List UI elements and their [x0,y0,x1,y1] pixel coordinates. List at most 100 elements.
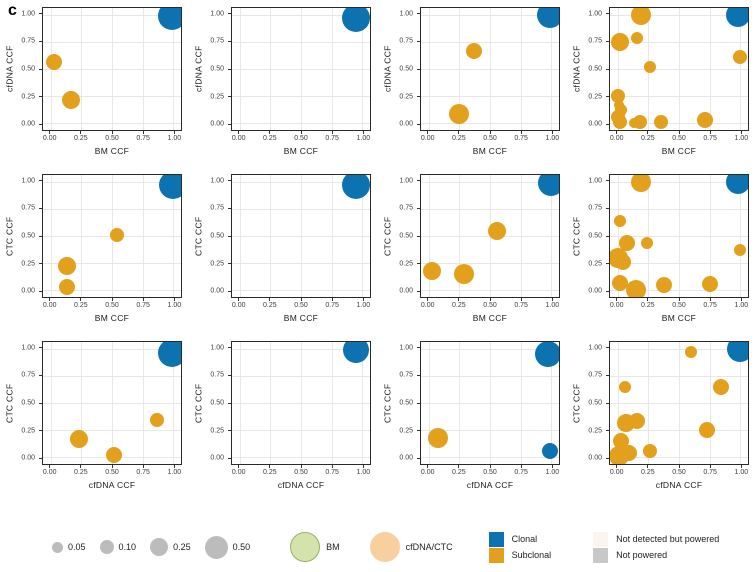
x-tick-label: 1.00 [734,302,749,309]
y-tick-mark [417,123,420,125]
legend-power-group: Not detected but powered Not powered [593,531,719,563]
data-point-subclonal [642,443,657,458]
y-tick-label: 1.00 [210,344,224,352]
x-tick-label: 1.00 [356,302,371,309]
legend-size-item: 0.05 [52,541,86,553]
x-tick-mark [238,465,240,468]
x-tick-mark [269,465,271,468]
x-tick-label: 0.75 [703,135,717,142]
x-tick-label: 0.75 [136,135,150,142]
x-tick-mark [709,298,711,301]
y-tick-label: 0.25 [588,260,602,268]
data-point-subclonal [613,115,628,130]
x-axis-ticks: 0.00 0.25 0.50 0.75 1.00 [609,298,749,311]
data-point-subclonal [626,280,646,297]
y-tick-mark [228,13,231,15]
y-axis-ticks: 0.00 0.25 0.50 0.75 1.00 [204,341,231,465]
legend-size-item: 0.25 [150,538,191,556]
y-axis-title: CTC CCF [4,216,15,256]
size-circle-icon [204,535,228,559]
x-axis-title: BM CCF [661,146,697,156]
y-axis-title: CTC CCF [193,216,204,256]
y-tick-label: 0.25 [21,427,35,435]
y-tick-label: 1.00 [21,344,35,352]
x-tick-mark [520,298,522,301]
gridline-vertical [520,8,522,130]
y-tick-mark [417,40,420,42]
y-tick-mark [39,13,42,15]
x-axis-title: BM CCF [472,313,508,323]
x-tick-mark [489,465,491,468]
scatter-panel: cfDNA CCF 0.00 0.25 0.50 0.75 1.00 0.00 0.25 0.5… [4,7,182,157]
x-tick-mark [551,298,553,301]
gridline-vertical [173,175,175,297]
y-axis-ticks: 0.00 0.25 0.50 0.75 1.00 [204,174,231,298]
x-tick-label: 0.00 [420,469,435,476]
gridline-vertical [740,175,742,297]
plot-area [231,7,371,131]
x-tick-mark [709,465,711,468]
y-tick-label: 0.00 [588,120,602,128]
y-tick-label: 1.00 [21,10,35,18]
legend-size-item: 0.50 [204,535,250,559]
gridline-vertical [709,8,711,130]
x-tick-mark [616,131,618,134]
scatter-panel: cfDNA CCF 0.00 0.25 0.50 0.75 1.00 0.00 0.25 0.5… [571,7,749,157]
scatter-panel: CTC CCF 0.00 0.25 0.50 0.75 1.00 0.00 0.25 0.50 0… [193,174,371,324]
x-tick-mark [362,298,364,301]
x-axis-ticks: 0.00 0.25 0.50 0.75 1.00 [609,465,749,478]
x-tick-label: 0.00 [42,302,57,309]
y-tick-mark [417,68,420,70]
x-tick-label: 0.50 [105,469,119,476]
scatter-panel: cfDNA CCF 0.00 0.25 0.50 0.75 1.00 0.00 0.25 0.5… [382,7,560,157]
data-point-subclonal [733,50,748,65]
gridline-horizontal [610,236,748,237]
x-tick-label: 0.50 [294,469,308,476]
y-tick-mark [228,123,231,125]
gridline-vertical [520,175,522,297]
y-tick-label: 1.00 [21,177,35,185]
y-tick-mark [228,430,231,432]
x-tick-label: 0.25 [263,469,277,476]
y-tick-label: 0.75 [210,204,224,212]
x-tick-mark [740,465,742,468]
data-point-subclonal [58,279,75,296]
y-axis-ticks: 0.00 0.25 0.50 0.75 1.00 [582,7,609,131]
x-tick-mark [647,131,649,134]
x-tick-label: 0.50 [672,135,686,142]
x-tick-mark [458,465,460,468]
x-tick-mark [616,465,618,468]
y-tick-label: 0.50 [21,399,35,407]
y-tick-mark [228,457,231,459]
y-tick-mark [228,40,231,42]
x-tick-label: 0.75 [136,469,150,476]
y-tick-label: 1.00 [399,177,413,185]
data-point-subclonal [712,378,729,395]
figure-label: c [8,2,17,19]
size-circle-icon [99,540,114,554]
x-tick-label: 1.00 [545,469,560,476]
legend-size-label: 0.10 [118,542,137,552]
y-tick-label: 0.50 [399,232,413,240]
x-tick-label: 0.25 [641,135,655,142]
y-axis-ticks: 0.00 0.25 0.50 0.75 1.00 [15,341,42,465]
legend-sample-item: BM [290,532,340,562]
y-tick-mark [606,96,609,98]
y-tick-mark [39,123,42,125]
legend-power-item: Not powered [593,547,719,563]
x-tick-mark [300,131,302,134]
data-point-clonal [159,175,181,199]
y-tick-mark [606,40,609,42]
plot-area [609,174,749,298]
data-point-clonal [542,442,559,459]
y-tick-mark [606,13,609,15]
x-tick-label: 0.50 [294,302,308,309]
gridline-horizontal [232,181,370,183]
y-tick-mark [606,123,609,125]
x-axis-title: cfDNA CCF [655,480,703,490]
y-tick-mark [228,402,231,404]
y-tick-label: 0.00 [21,120,35,128]
data-point-clonal [534,342,559,368]
x-tick-label: 1.00 [545,135,560,142]
x-tick-mark [678,131,680,134]
